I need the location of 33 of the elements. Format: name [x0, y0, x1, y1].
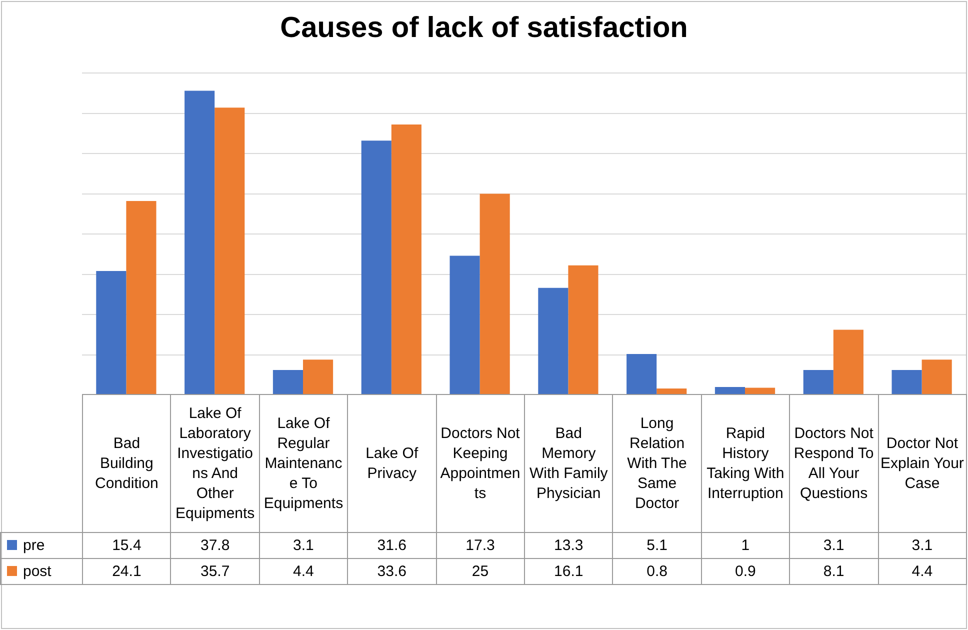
data-label: 17.3 — [436, 532, 524, 558]
data-label: 3.1 — [259, 532, 348, 558]
x-tick-label: Lake Of Laboratory Investigations And Other Equipments — [170, 394, 260, 532]
data-label: 0.9 — [701, 558, 790, 584]
data-label: 1 — [701, 532, 790, 558]
data-label: 25 — [436, 558, 524, 584]
x-tick-label: Lake Of Privacy — [348, 394, 436, 532]
chart-title: Causes of lack of satisfaction — [279, 12, 689, 45]
data-label: 8.1 — [790, 558, 878, 584]
data-label: 33.6 — [348, 558, 436, 584]
x-tick-label: Rapid History Taking With Interruption — [701, 394, 790, 532]
x-tick-label: Doctors Not Respond To All Your Questions — [790, 394, 878, 532]
data-label: 0.8 — [612, 558, 702, 584]
data-label: 5.1 — [612, 532, 702, 558]
data-label: 31.6 — [348, 532, 436, 558]
data-label: 3.1 — [878, 532, 966, 558]
x-tick-label: Long Relation With The Same Doctor — [612, 394, 702, 532]
data-label: 37.8 — [170, 532, 260, 558]
x-tick-label: Bad Memory With Family Physician — [524, 394, 613, 532]
data-label: 15.4 — [82, 532, 171, 558]
data-label: 35.7 — [170, 558, 260, 584]
data-label: 13.3 — [524, 532, 613, 558]
data-label: 16.1 — [524, 558, 613, 584]
x-tick-label: Doctors Not Keeping Appointments — [436, 394, 524, 532]
data-label: 3.1 — [790, 532, 878, 558]
x-tick-label: Lake Of Regular Maintenance To Equipments — [259, 394, 348, 532]
x-tick-label: Bad Building Condition — [82, 394, 171, 532]
data-label: 4.4 — [259, 558, 348, 584]
data-label: 4.4 — [878, 558, 966, 584]
legend-label: pre — [23, 536, 45, 554]
legend-label: post — [23, 562, 52, 580]
x-tick-label: Doctor Not Explain Your Case — [878, 394, 966, 532]
data-label: 24.1 — [82, 558, 171, 584]
